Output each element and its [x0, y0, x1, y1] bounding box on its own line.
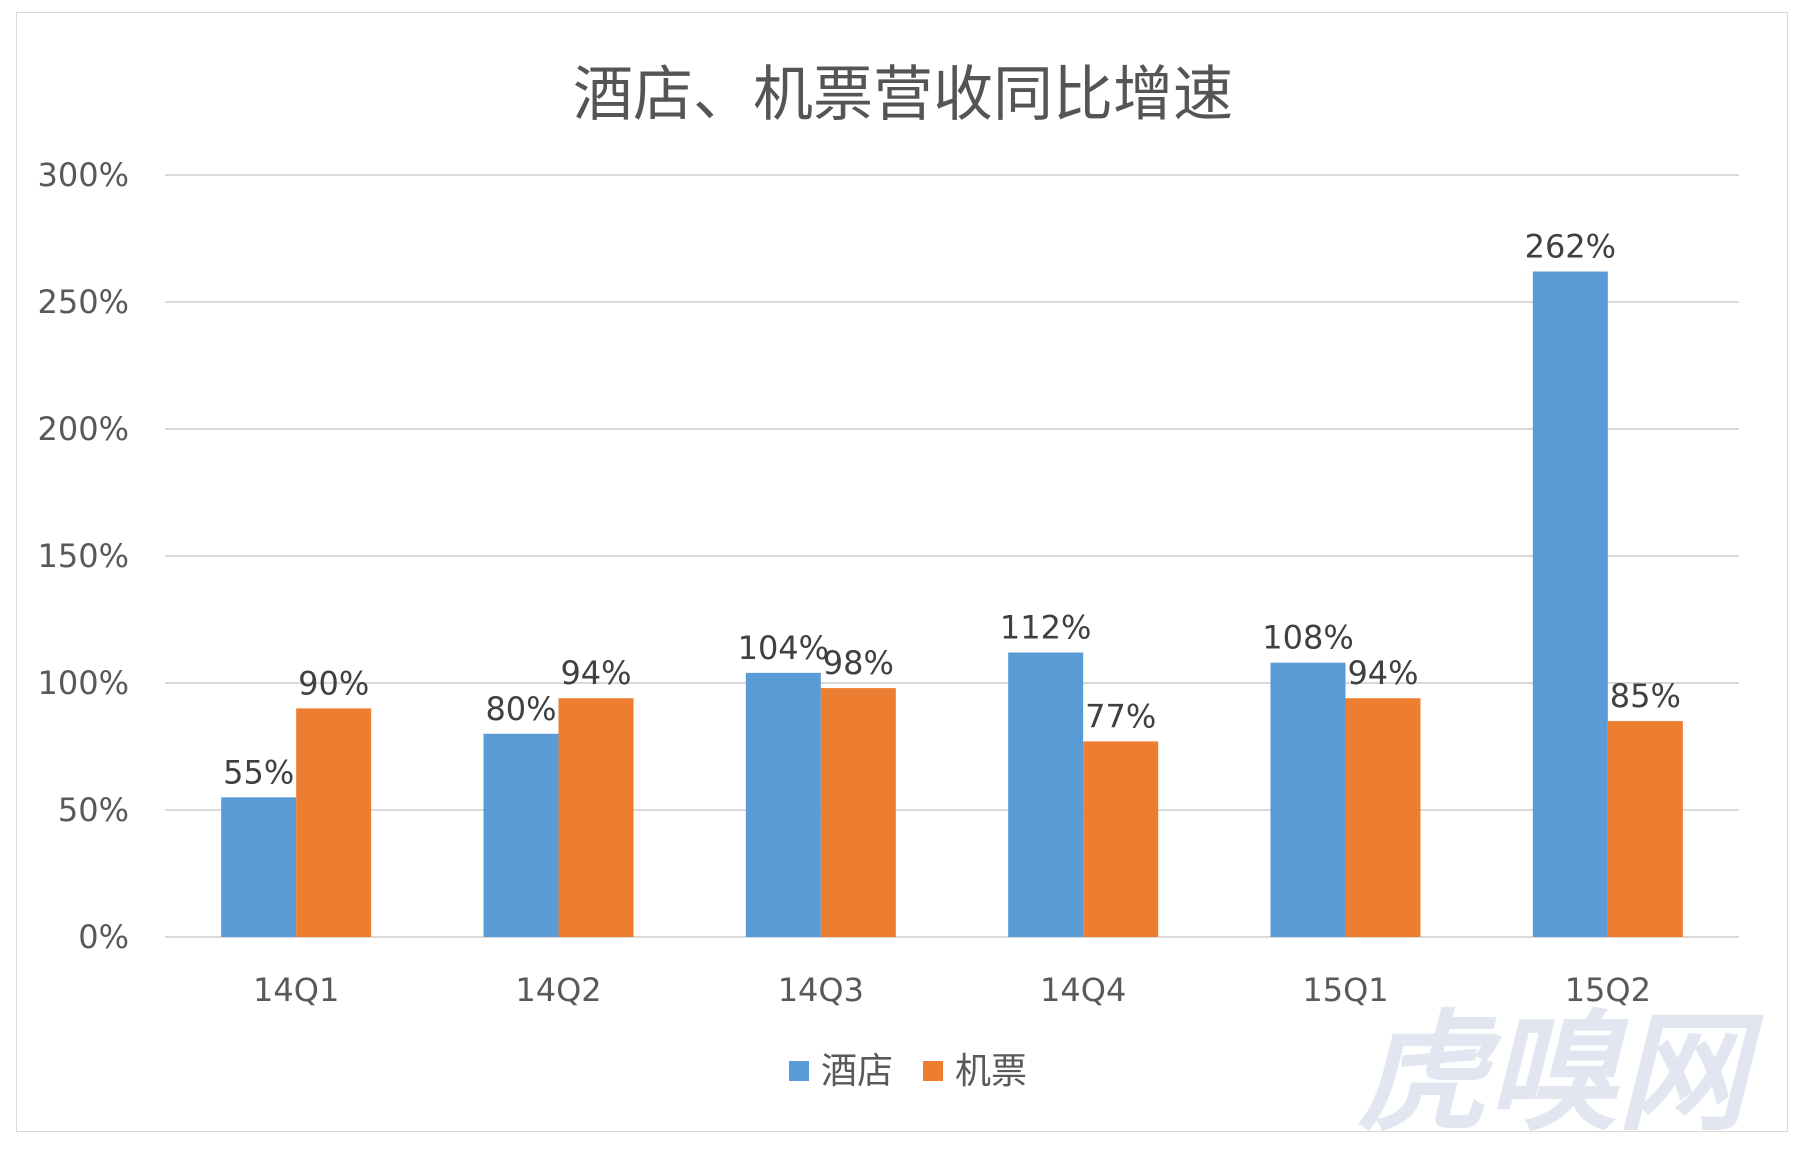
bar-hotel — [1270, 662, 1346, 937]
bar-flight — [1083, 741, 1159, 937]
data-label: 112% — [1000, 609, 1091, 647]
bar-hotel — [483, 733, 559, 937]
data-label: 104% — [738, 629, 829, 667]
y-tick-label: 100% — [38, 664, 129, 702]
data-label: 108% — [1262, 619, 1353, 657]
x-category-label: 15Q1 — [1302, 971, 1388, 1009]
chart-frame: 酒店、机票营收同比增速 0% 50% 100% 150% 200% 250% 300% 55… — [16, 12, 1788, 1133]
data-label: 80% — [485, 690, 556, 728]
chart-title: 酒店、机票营收同比增速 — [573, 60, 1233, 130]
legend-label-flight: 机票 — [955, 1051, 1027, 1092]
x-category-label: 15Q2 — [1565, 971, 1651, 1009]
legend-label-hotel: 酒店 — [821, 1051, 893, 1092]
data-labels: 55%90%80%94%104%98%112%77%108%94%262%85% — [223, 228, 1681, 792]
bar-flight — [1345, 698, 1421, 937]
bar-hotel — [745, 672, 821, 937]
y-tick-label: 200% — [38, 410, 129, 448]
legend-swatch-hotel — [789, 1061, 809, 1081]
y-tick-label: 300% — [38, 156, 129, 194]
y-tick-label: 150% — [38, 537, 129, 575]
bar-flight — [296, 708, 372, 937]
data-label: 98% — [823, 644, 894, 682]
data-label: 94% — [1347, 654, 1418, 692]
data-label: 94% — [560, 654, 631, 692]
bar-flight — [1607, 721, 1683, 937]
data-label: 55% — [223, 753, 294, 791]
x-category-label: 14Q4 — [1040, 971, 1126, 1009]
legend-swatch-flight — [923, 1061, 943, 1081]
data-label: 77% — [1085, 697, 1156, 735]
gridlines — [165, 174, 1739, 938]
bar-hotel — [1008, 652, 1084, 937]
bar-hotel — [221, 797, 297, 937]
x-axis-categories: 14Q1 14Q2 14Q3 14Q4 15Q1 15Q2 — [253, 971, 1651, 1009]
data-label: 90% — [298, 664, 369, 702]
bars — [221, 271, 1683, 937]
y-axis-ticks: 0% 50% 100% 150% 200% 250% 300% — [38, 156, 129, 956]
bar-chart: 酒店、机票营收同比增速 0% 50% 100% 150% 200% 250% 300% 55… — [38, 60, 1764, 1133]
y-tick-label: 50% — [58, 791, 129, 829]
y-tick-label: 250% — [38, 283, 129, 321]
data-label: 262% — [1525, 228, 1616, 266]
x-category-label: 14Q1 — [253, 971, 339, 1009]
watermark-logo: 虎嗅网 — [1357, 996, 1764, 1133]
bar-flight — [558, 698, 634, 937]
bar-hotel — [1532, 271, 1608, 937]
y-tick-label: 0% — [78, 918, 129, 956]
legend: 酒店 机票 — [789, 1051, 1027, 1092]
bar-flight — [820, 688, 896, 937]
x-category-label: 14Q2 — [515, 971, 601, 1009]
x-category-label: 14Q3 — [778, 971, 864, 1009]
data-label: 85% — [1610, 677, 1681, 715]
